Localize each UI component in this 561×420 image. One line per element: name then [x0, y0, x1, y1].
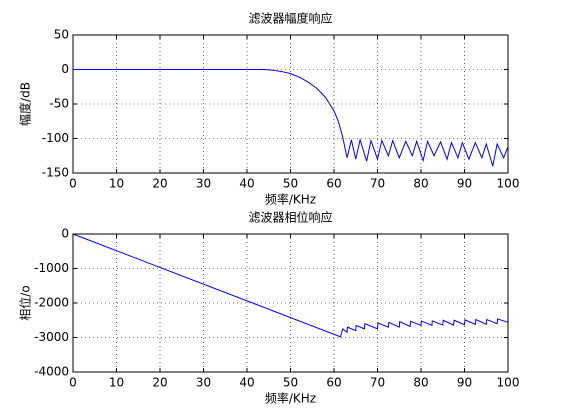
y-tick-label: -3000	[34, 330, 69, 344]
y-tick-label: -150	[42, 166, 69, 180]
x-axis-label: 频率/KHz	[265, 192, 316, 207]
x-tick-label: 100	[497, 177, 520, 191]
data-line	[72, 233, 509, 338]
x-tick-label: 90	[457, 376, 472, 390]
y-tick-label: -50	[49, 97, 69, 111]
y-tick-label: 0	[61, 62, 69, 76]
x-tick-label: 40	[239, 177, 254, 191]
x-tick-label: 30	[196, 177, 211, 191]
x-tick-label: 70	[370, 177, 385, 191]
x-tick-label: 50	[283, 177, 298, 191]
x-tick-label: 50	[283, 376, 298, 390]
y-tick-label: 50	[54, 28, 69, 42]
x-tick-label: 60	[326, 376, 341, 390]
y-tick-label: -4000	[34, 365, 69, 379]
chart-title: 滤波器相位响应	[248, 210, 332, 225]
x-tick-label: 0	[69, 177, 77, 191]
x-tick-label: 90	[457, 177, 472, 191]
x-tick-label: 10	[109, 177, 124, 191]
x-tick-label: 100	[497, 376, 520, 390]
x-tick-label: 70	[370, 376, 385, 390]
axes-frame	[72, 233, 509, 373]
data-line	[73, 69, 509, 167]
x-tick-label: 20	[152, 177, 167, 191]
axes-frame	[72, 34, 509, 174]
x-tick-label: 80	[413, 177, 428, 191]
x-tick-label: 20	[152, 376, 167, 390]
x-tick-label: 30	[196, 376, 211, 390]
x-tick-label: 80	[413, 376, 428, 390]
x-axis-label: 频率/KHz	[265, 391, 316, 406]
y-axis-label: 相位/o	[18, 285, 33, 320]
y-tick-label: -100	[42, 131, 69, 145]
y-tick-label: 0	[61, 227, 69, 241]
x-tick-label: 40	[239, 376, 254, 390]
y-axis-label: 幅度/dB	[18, 82, 33, 126]
chart-title: 滤波器幅度响应	[248, 11, 332, 26]
x-tick-label: 10	[109, 376, 124, 390]
y-tick-label: -2000	[34, 296, 69, 310]
y-tick-label: -1000	[34, 261, 69, 275]
x-tick-label: 60	[326, 177, 341, 191]
x-tick-label: 0	[69, 376, 77, 390]
